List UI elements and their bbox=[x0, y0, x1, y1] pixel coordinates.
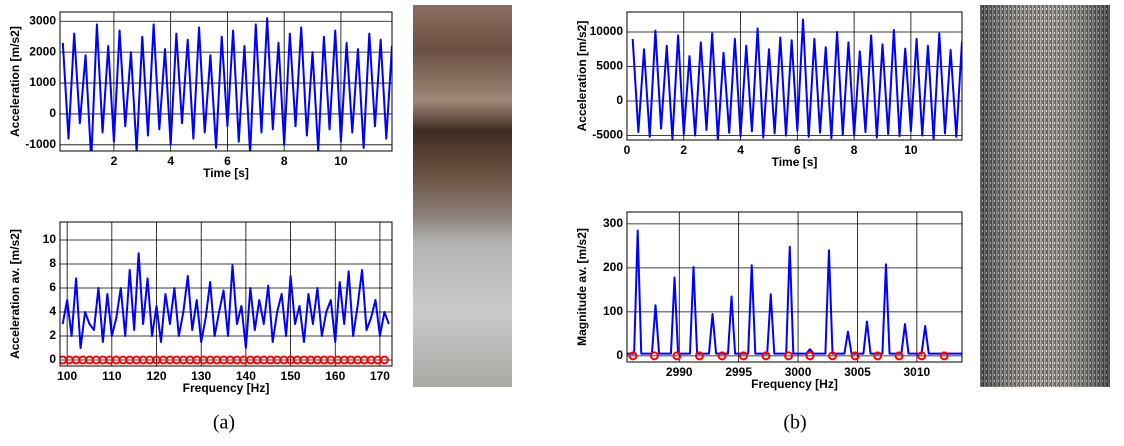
y-tick-label: 8 bbox=[49, 256, 56, 270]
data-line bbox=[61, 17, 392, 151]
x-tick-label: 120 bbox=[147, 369, 167, 383]
marker bbox=[850, 351, 860, 361]
marker bbox=[649, 351, 659, 361]
y-axis-label: Acceleration [m/s2] bbox=[575, 21, 589, 132]
x-tick-label: 10 bbox=[334, 154, 348, 168]
data-line bbox=[61, 252, 390, 349]
y-tick-label: -1000 bbox=[25, 137, 56, 151]
y-tick-label: 5000 bbox=[596, 59, 623, 73]
photo bbox=[413, 5, 512, 387]
x-axis-label: Time [s] bbox=[203, 166, 249, 180]
x-tick-label: 160 bbox=[325, 369, 345, 383]
y-tick-label: 2 bbox=[49, 328, 56, 342]
caption: (b) bbox=[783, 412, 806, 434]
y-tick-label: 200 bbox=[603, 260, 623, 274]
photo-shade bbox=[980, 5, 1110, 387]
marker bbox=[694, 351, 704, 361]
x-tick-label: 150 bbox=[281, 369, 301, 383]
plot-frame bbox=[626, 211, 963, 363]
x-tick-label: 4 bbox=[737, 143, 744, 157]
series-group bbox=[60, 252, 390, 365]
x-tick-label: 2 bbox=[111, 154, 118, 168]
x-tick-label: 8 bbox=[281, 154, 288, 168]
x-tick-label: 170 bbox=[370, 369, 390, 383]
y-tick-label: 0 bbox=[616, 348, 623, 362]
y-tick-label: -5000 bbox=[592, 128, 623, 142]
x-tick-label: 4 bbox=[167, 154, 174, 168]
series-group bbox=[61, 17, 392, 151]
y-tick-label: 2000 bbox=[29, 44, 56, 58]
x-tick-label: 6 bbox=[794, 143, 801, 157]
x-tick-label: 100 bbox=[57, 369, 77, 383]
x-tick-label: 6 bbox=[224, 154, 231, 168]
series-group bbox=[631, 18, 962, 140]
marker bbox=[873, 351, 883, 361]
y-tick-label: 10000 bbox=[590, 24, 624, 38]
x-tick-label: 2 bbox=[680, 143, 687, 157]
x-tick-label: 3010 bbox=[904, 365, 931, 379]
plot-frame bbox=[59, 11, 393, 152]
y-axis-label: Acceleration [m/s2] bbox=[8, 26, 22, 137]
y-tick-label: 6 bbox=[49, 280, 56, 294]
x-axis-label: Frequency [Hz] bbox=[751, 377, 838, 391]
marker bbox=[939, 351, 949, 361]
marker bbox=[717, 351, 727, 361]
y-tick-label: 0 bbox=[49, 352, 56, 366]
y-tick-label: 3000 bbox=[29, 13, 56, 27]
x-tick-label: 140 bbox=[236, 369, 256, 383]
marker bbox=[894, 351, 904, 361]
series-group bbox=[627, 229, 962, 361]
x-axis-label: Time [s] bbox=[772, 155, 818, 169]
y-tick-label: 0 bbox=[616, 93, 623, 107]
y-tick-label: 300 bbox=[603, 216, 623, 230]
y-tick-label: 100 bbox=[603, 304, 623, 318]
x-tick-label: 3000 bbox=[785, 365, 812, 379]
plot-frame bbox=[626, 11, 963, 141]
x-tick-label: 2990 bbox=[666, 365, 693, 379]
marker bbox=[738, 351, 748, 361]
marker bbox=[672, 351, 682, 361]
data-line bbox=[631, 18, 962, 140]
y-axis-label: Magnitude av. [m/s2] bbox=[575, 228, 589, 346]
x-tick-label: 3005 bbox=[844, 365, 871, 379]
y-tick-label: 1000 bbox=[29, 75, 56, 89]
y-tick-label: 4 bbox=[49, 304, 56, 318]
y-axis-label: Acceleration av. [m/s2] bbox=[8, 229, 22, 359]
x-tick-label: 110 bbox=[102, 369, 122, 383]
x-axis-label: Frequency [Hz] bbox=[183, 381, 270, 395]
marker bbox=[379, 355, 389, 365]
x-tick-label: 8 bbox=[851, 143, 858, 157]
data-line bbox=[627, 229, 962, 355]
marker bbox=[805, 351, 815, 361]
x-tick-label: 10 bbox=[904, 143, 918, 157]
marker bbox=[784, 351, 794, 361]
marker bbox=[761, 351, 771, 361]
marker bbox=[917, 351, 927, 361]
x-tick-label: 2995 bbox=[725, 365, 752, 379]
marker bbox=[828, 351, 838, 361]
y-tick-label: 0 bbox=[49, 106, 56, 120]
plot-area bbox=[60, 222, 392, 366]
plot-frame bbox=[59, 221, 393, 367]
x-tick-label: 130 bbox=[191, 369, 211, 383]
x-tick-label: 0 bbox=[624, 143, 631, 157]
marker bbox=[628, 351, 638, 361]
caption: (a) bbox=[213, 412, 235, 434]
y-tick-label: 10 bbox=[43, 232, 57, 246]
